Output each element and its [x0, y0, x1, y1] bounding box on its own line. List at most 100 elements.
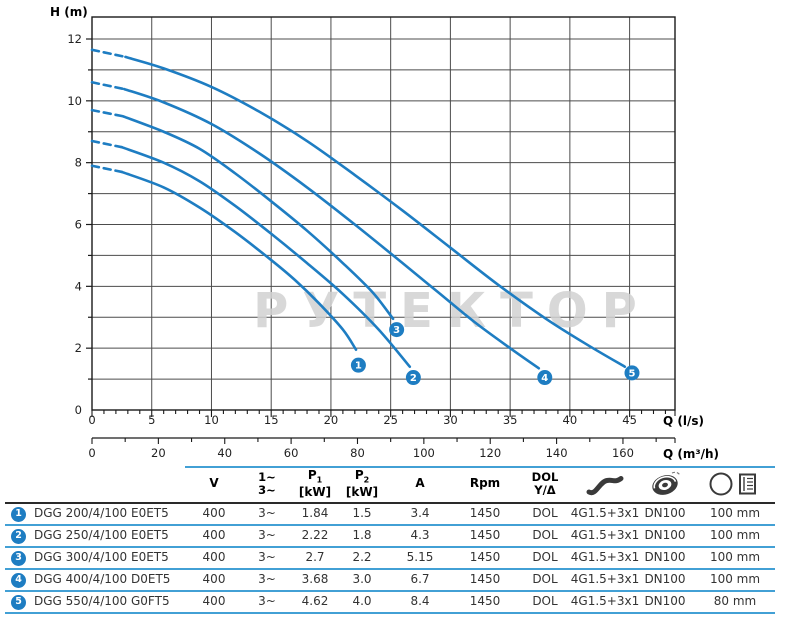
cell-voltage: 400: [202, 572, 226, 587]
col-header-current: A: [415, 476, 425, 491]
curve-dashed-start: [90, 108, 125, 118]
table-row: 5 DGG 550/4/100 G0FT5 400 3~ 4.62 4.0 8.4 1450 D…: [5, 592, 775, 614]
curve-number-marker: [389, 322, 405, 338]
x2-tick-label: 60: [284, 446, 299, 460]
curve-dashed-start: [90, 139, 124, 149]
cell-cable: 4G1.5+3x1: [570, 550, 640, 565]
cable-icon: [586, 476, 624, 496]
curve-series-5: 5: [90, 48, 640, 381]
col-header-p1: P1 [kW]: [298, 468, 332, 499]
cell-p1: 3.68: [301, 572, 329, 587]
cell-cable: 4G1.5+3x1: [570, 506, 640, 521]
x2-tick-label: 120: [479, 446, 501, 460]
col-header-starting: DOL Y/Δ: [531, 469, 559, 497]
cell-starting: DOL: [532, 528, 558, 543]
x2-tick-label: 100: [413, 446, 435, 460]
impeller-icon: [652, 471, 681, 495]
x-tick-label: 5: [148, 413, 155, 427]
cell-starting: DOL: [532, 572, 558, 587]
cell-p2: 1.5: [352, 506, 372, 521]
cell-current: 4.3: [410, 528, 430, 543]
curve-line: [120, 170, 358, 352]
cell-phase: 3~: [258, 550, 276, 565]
spec-table: V 1~ 3~ P1 [kW] P2 [kW] A Rpm DOL Y/Δ 1 DGG 200/4…: [5, 466, 775, 614]
cell-starting: DOL: [532, 594, 558, 609]
curve-line: [120, 145, 412, 369]
curve-dashed-start: [90, 48, 127, 59]
row-number-badge: 2: [11, 528, 26, 544]
cell-voltage: 400: [202, 550, 226, 565]
cell-cable: 4G1.5+3x1: [570, 528, 640, 543]
model-name: DGG 400/4/100 D0ET5: [34, 572, 171, 587]
plot-border: [91, 16, 676, 411]
cell-rpm: 1450: [469, 550, 501, 565]
cell-impeller: DN100: [644, 550, 686, 565]
cell-impeller: DN100: [644, 594, 686, 609]
y-axis-title: H (m): [50, 5, 88, 19]
col-header-p2: P2 [kW]: [345, 468, 379, 499]
cell-p1: 4.62: [301, 594, 329, 609]
cell-phase: 3~: [258, 528, 276, 543]
col-header-model: [5, 466, 185, 502]
row-number-badge: 3: [11, 550, 26, 566]
curve-number-label: 2: [410, 373, 417, 384]
cell-model: 4 DGG 400/4/100 D0ET5: [5, 570, 185, 590]
outlet-icon: [709, 472, 756, 496]
x-tick-label: 15: [264, 413, 279, 427]
curve-line: [121, 114, 395, 321]
x-tick-label: 0: [88, 413, 95, 427]
x-tick-label: 40: [563, 413, 578, 427]
col-header-phase: 1~ 3~: [258, 469, 276, 497]
curve-number-label: 1: [355, 361, 362, 372]
x2-tick-label: 140: [546, 446, 568, 460]
table-top-border: [185, 466, 775, 468]
x2-tick-label: 40: [217, 446, 232, 460]
grid: [92, 17, 675, 410]
curve-number-marker: [537, 370, 553, 386]
table-row: 1 DGG 200/4/100 E0ET5 400 3~ 1.84 1.5 3.4 1450 D…: [5, 504, 775, 526]
cell-p2: 4.0: [352, 594, 372, 609]
row-number-badge: 5: [11, 594, 26, 610]
cell-current: 8.4: [410, 594, 430, 609]
cell-p1: 2.22: [301, 528, 329, 543]
cell-outlet: 100 mm: [709, 550, 761, 565]
cell-model: 5 DGG 550/4/100 G0FT5: [5, 592, 185, 612]
curve-dashed-start: [90, 80, 126, 91]
cell-rpm: 1450: [469, 572, 501, 587]
y-tick-label: 10: [67, 94, 82, 108]
x-tick-label: 30: [443, 413, 458, 427]
col-header-outlet: [695, 466, 775, 502]
x2-tick-label: 20: [151, 446, 166, 460]
x2-axis-title: Q (m³/h): [663, 447, 719, 460]
curve-number-marker: [405, 370, 421, 386]
row-number-badge: 1: [11, 506, 26, 522]
curve-series-1: 1: [90, 164, 366, 373]
cell-voltage: 400: [202, 594, 226, 609]
curve-number-label: 3: [393, 325, 400, 336]
cell-current: 6.7: [410, 572, 430, 587]
cell-phase: 3~: [258, 572, 276, 587]
cell-rpm: 1450: [469, 594, 501, 609]
spec-table-body: 1 DGG 200/4/100 E0ET5 400 3~ 1.84 1.5 3.4 1450 D…: [5, 504, 775, 614]
cell-p2: 1.8: [352, 528, 372, 543]
x-tick-label: 35: [503, 413, 518, 427]
model-name: DGG 550/4/100 G0FT5: [34, 594, 170, 609]
cell-rpm: 1450: [469, 506, 501, 521]
cell-starting: DOL: [532, 506, 558, 521]
x-tick-label: 10: [204, 413, 219, 427]
cell-outlet: 100 mm: [709, 506, 761, 521]
cell-current: 5.15: [406, 550, 434, 565]
cell-cable: 4G1.5+3x1: [570, 594, 640, 609]
cell-p2: 2.2: [352, 550, 372, 565]
cell-outlet: 100 mm: [709, 572, 761, 587]
row-number-badge: 4: [11, 572, 26, 588]
curve-number-marker: [350, 357, 366, 373]
curve-number-marker: [624, 365, 640, 381]
spec-table-header: V 1~ 3~ P1 [kW] P2 [kW] A Rpm DOL Y/Δ: [5, 466, 775, 504]
cell-current: 3.4: [410, 506, 430, 521]
cell-model: 3 DGG 300/4/100 E0ET5: [5, 548, 185, 568]
y-tick-label: 2: [75, 341, 82, 355]
col-header-impeller: [635, 466, 695, 502]
